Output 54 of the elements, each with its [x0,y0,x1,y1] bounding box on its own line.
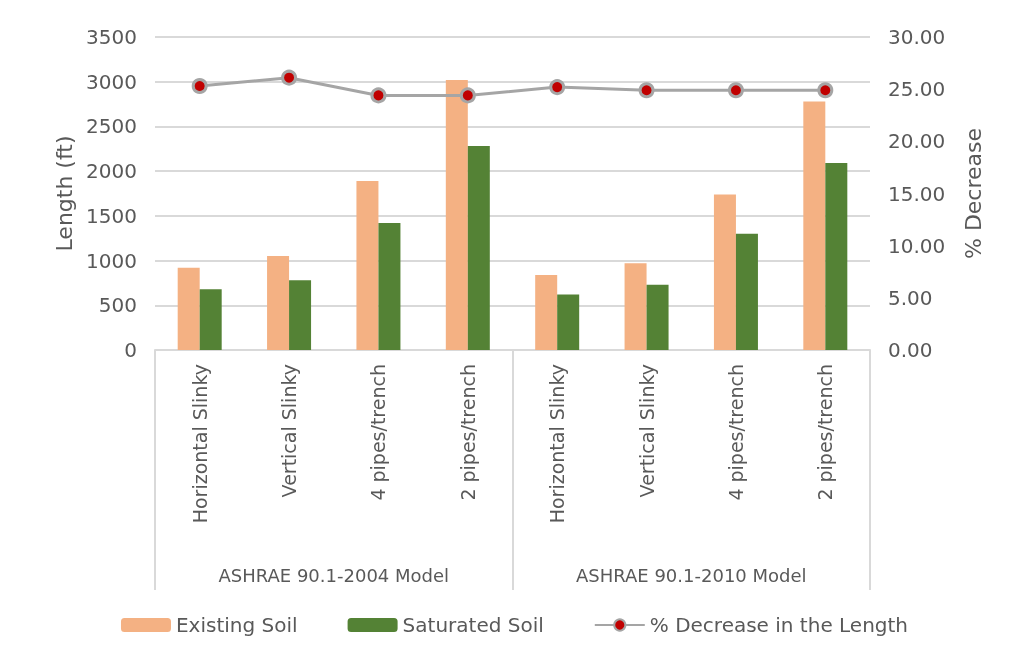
x-tick-label: 2 pipes/trench [814,364,837,501]
point [281,69,298,86]
bar [803,101,826,350]
legend-label: Saturated Soil [402,613,544,637]
x-tick-label: Horizontal Slinky [188,364,211,524]
point [727,82,744,99]
legend-label: Existing Soil [175,613,298,637]
point [191,78,208,95]
bar [557,294,580,350]
y2-tick-label: 30.00 [888,25,946,49]
y-tick-label: 1000 [86,248,137,273]
y-tick-label: 3500 [86,25,137,49]
y2-tick-label: 10.00 [888,233,946,258]
bar [378,223,401,350]
x-tick-label: Vertical Slinky [635,364,658,498]
y-axis-title: Length (ft) [51,135,77,252]
bar [356,180,379,350]
y2-axis-title: % Decrease [960,127,986,260]
point [549,79,566,96]
text: ASHRAE 90.1-2004 Model [218,564,450,586]
bar [289,280,312,350]
point [370,87,387,104]
bar [177,267,200,350]
bar [267,256,290,350]
y2-tick-label: 15.00 [888,181,946,206]
y-tick-label: 2000 [86,159,137,184]
bar [199,289,222,350]
bar [735,233,758,350]
bar [624,263,647,350]
x-tick-label: 2 pipes/trench [456,364,479,501]
y-tick-label: 1500 [86,203,137,228]
y2-tick-label: 5.00 [888,285,933,310]
bar [535,274,558,350]
x-tick-label: Horizontal Slinky [546,364,569,524]
x-tick-label: 4 pipes/trench [367,364,390,501]
bar [713,194,736,350]
bar [646,284,669,350]
x-tick-label: 4 pipes/trench [724,364,747,501]
point [459,87,476,104]
y2-tick-label: 20.00 [888,129,946,154]
y2-tick-label: 0.00 [888,338,933,362]
bar [445,79,468,350]
y-tick-label: 3000 [86,69,137,94]
bar [467,146,490,350]
x-tick-label: Vertical Slinky [278,364,301,498]
y2-tick-label: 25.00 [888,77,946,102]
y-tick-label: 500 [98,293,137,318]
point [638,82,655,99]
point [817,82,834,99]
legend-label: % Decrease in the Length [649,613,909,637]
text: ASHRAE 90.1-2010 Model [575,564,807,586]
bar [825,163,848,350]
y-tick-label: 0 [124,338,137,362]
y-tick-label: 2500 [86,114,137,139]
